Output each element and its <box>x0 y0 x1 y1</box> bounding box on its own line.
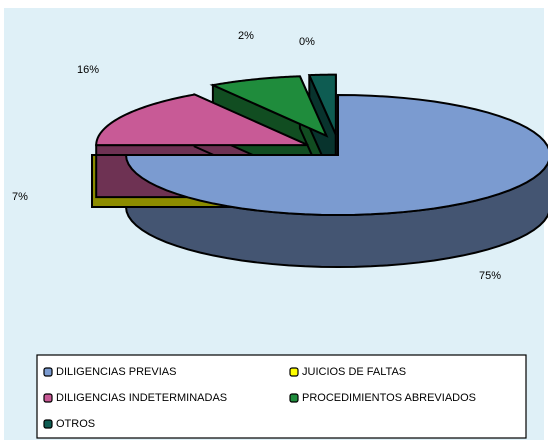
legend-label: OTROS <box>56 418 95 430</box>
legend-marker <box>289 367 299 377</box>
slice <box>209 75 329 138</box>
data-label: 75% <box>479 270 501 282</box>
slice <box>95 93 309 147</box>
legend-label: PROCEDIMIENTOS ABREVIADOS <box>302 392 476 404</box>
legend-marker <box>289 393 299 403</box>
data-label: 0% <box>299 36 315 48</box>
data-label: 16% <box>77 64 99 76</box>
legend-label: DILIGENCIAS INDETERMINADAS <box>56 392 227 404</box>
slice <box>124 93 548 217</box>
data-label: 7% <box>12 191 28 203</box>
legend-label: DILIGENCIAS PREVIAS <box>56 366 176 378</box>
legend-box <box>36 354 527 439</box>
legend-marker <box>43 419 53 429</box>
legend-label: JUICIOS DE FALTAS <box>302 366 406 378</box>
slice <box>307 73 337 136</box>
data-label: 2% <box>238 30 254 42</box>
legend-marker <box>43 393 53 403</box>
legend-marker <box>43 367 53 377</box>
